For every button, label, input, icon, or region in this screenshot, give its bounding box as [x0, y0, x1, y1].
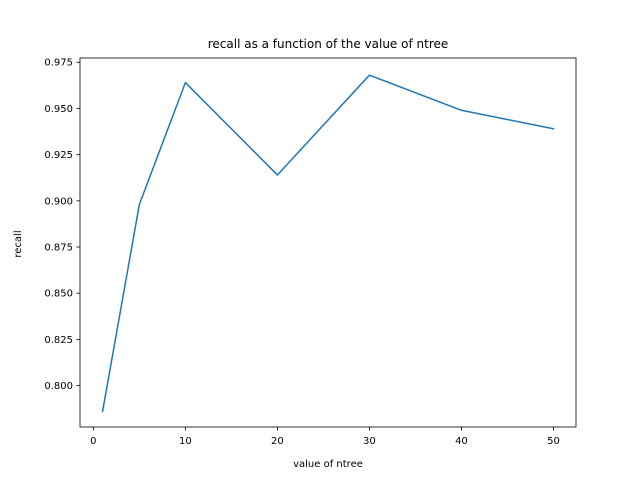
- plot-area-frame: [79, 57, 577, 428]
- x-tick-label: 20: [271, 436, 284, 447]
- y-tick-label: 0.900: [44, 196, 73, 207]
- y-tick-label: 0.825: [44, 335, 73, 346]
- series-layer: [101, 74, 555, 413]
- x-tick-label: 10: [179, 436, 192, 447]
- y-tick-label: 0.875: [44, 243, 73, 254]
- chart-title: recall as a function of the value of ntr…: [208, 37, 449, 51]
- x-tick-label: 0: [90, 436, 96, 447]
- x-axis-label: value of ntree: [293, 459, 363, 470]
- x-tick-label: 40: [455, 436, 468, 447]
- y-axis-label: recall: [13, 230, 24, 257]
- y-tick-label: 0.800: [44, 381, 73, 392]
- y-tick-label: 0.950: [44, 104, 73, 115]
- x-tick-label: 30: [363, 436, 376, 447]
- recall-series-line: [101, 74, 555, 413]
- y-tick-label: 0.975: [44, 58, 73, 69]
- ticks-layer: 0 10 20 30 40 50 0.800 0.825 0.850 0.875 0.900 0.92…: [44, 58, 559, 447]
- y-tick-label: 0.850: [44, 289, 73, 300]
- y-tick-label: 0.925: [44, 150, 73, 161]
- x-tick-label: 50: [547, 436, 560, 447]
